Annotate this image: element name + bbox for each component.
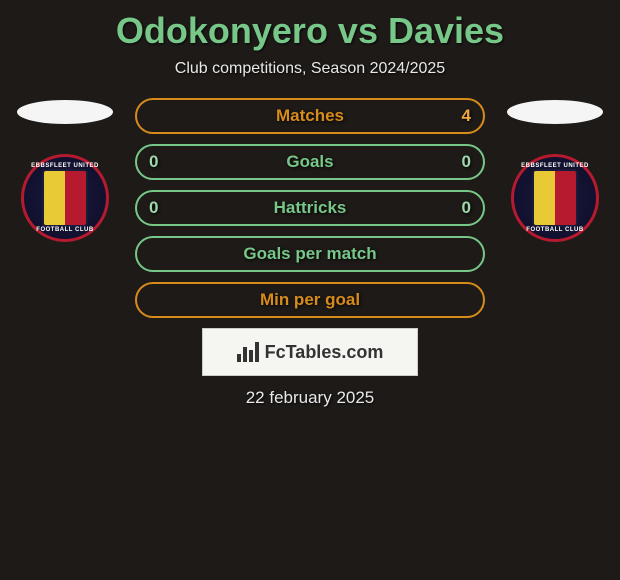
badge-text-bottom: FOOTBALL CLUB bbox=[36, 227, 93, 233]
club-badge-right: EBBSFLEET UNITED FOOTBALL CLUB bbox=[511, 154, 599, 242]
stat-right-value: 0 bbox=[462, 152, 471, 172]
stat-bar-goals: 0 Goals 0 bbox=[135, 144, 485, 180]
left-column: EBBSFLEET UNITED FOOTBALL CLUB bbox=[15, 98, 115, 242]
badge-text-top: EBBSFLEET UNITED bbox=[31, 163, 99, 169]
stat-label: Matches bbox=[276, 106, 344, 126]
page-subtitle: Club competitions, Season 2024/2025 bbox=[15, 60, 605, 78]
date-line: 22 february 2025 bbox=[135, 388, 485, 408]
stat-bar-matches: Matches 4 bbox=[135, 98, 485, 134]
club-badge-left: EBBSFLEET UNITED FOOTBALL CLUB bbox=[21, 154, 109, 242]
page-title: Odokonyero vs Davies bbox=[15, 10, 605, 52]
stat-bar-hattricks: 0 Hattricks 0 bbox=[135, 190, 485, 226]
watermark-box[interactable]: FcTables.com bbox=[202, 328, 418, 376]
stat-left-value: 0 bbox=[149, 198, 158, 218]
badge-shield-icon bbox=[532, 169, 578, 227]
badge-shield-icon bbox=[42, 169, 88, 227]
main-row: EBBSFLEET UNITED FOOTBALL CLUB Matches 4… bbox=[15, 98, 605, 408]
stat-label: Goals bbox=[286, 152, 333, 172]
badge-text-top: EBBSFLEET UNITED bbox=[521, 163, 589, 169]
stats-column: Matches 4 0 Goals 0 0 Hattricks 0 Goals … bbox=[115, 98, 505, 408]
stat-label: Hattricks bbox=[274, 198, 347, 218]
stat-left-value: 0 bbox=[149, 152, 158, 172]
stat-bar-goals-per-match: Goals per match bbox=[135, 236, 485, 272]
player-avatar-left bbox=[17, 100, 113, 124]
comparison-card: Odokonyero vs Davies Club competitions, … bbox=[0, 0, 620, 418]
stat-label: Min per goal bbox=[260, 290, 360, 310]
badge-text-bottom: FOOTBALL CLUB bbox=[526, 227, 583, 233]
stat-bar-min-per-goal: Min per goal bbox=[135, 282, 485, 318]
watermark-label: FcTables.com bbox=[265, 342, 384, 363]
stat-label: Goals per match bbox=[243, 244, 376, 264]
stat-right-value: 0 bbox=[462, 198, 471, 218]
right-column: EBBSFLEET UNITED FOOTBALL CLUB bbox=[505, 98, 605, 242]
stat-right-value: 4 bbox=[462, 106, 471, 126]
player-avatar-right bbox=[507, 100, 603, 124]
watermark-text: FcTables.com bbox=[237, 342, 384, 363]
bars-icon bbox=[237, 342, 259, 362]
